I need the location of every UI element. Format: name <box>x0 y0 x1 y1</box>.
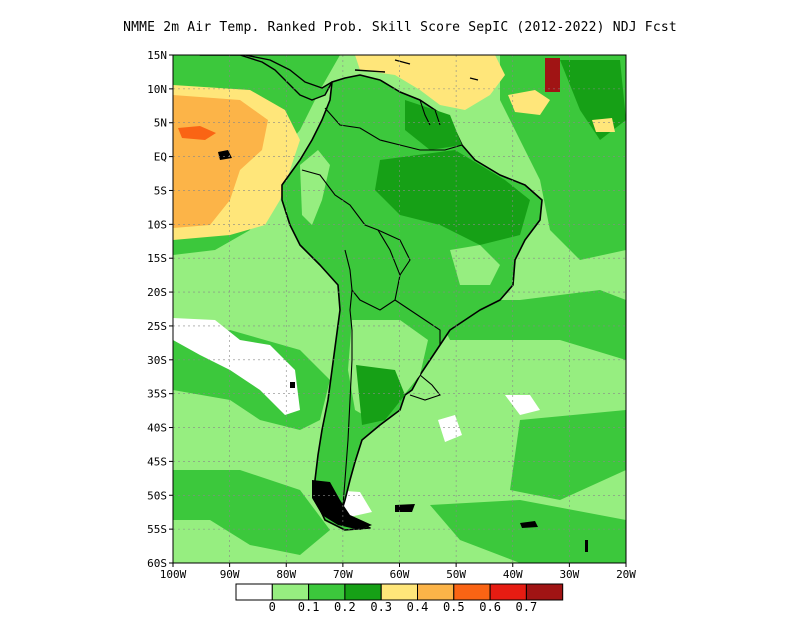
brazil-light-patch <box>450 245 500 285</box>
legend-label: 0.7 <box>516 600 538 614</box>
lon-tick-label: 80W <box>276 568 296 581</box>
lat-tick-label: 55S <box>147 523 167 536</box>
lat-tick-label: 15N <box>147 49 167 62</box>
legend-swatch <box>235 583 273 601</box>
lat-tick-label: 35S <box>147 388 167 401</box>
caribbean-islands <box>354 59 479 81</box>
lon-tick-label: 50W <box>446 568 466 581</box>
lon-tick-label: 90W <box>220 568 240 581</box>
legend-swatch <box>271 583 310 601</box>
legend-swatch <box>308 583 346 601</box>
latitude-axis: 15N 10N 5N EQ 5S 10S 15S 20S 25S 30S 35S 40S 45S 50S 5… <box>147 49 173 570</box>
legend-label: 0.1 <box>298 600 320 614</box>
lat-tick-label: 5N <box>154 117 167 130</box>
lat-tick-label: 10N <box>147 83 167 96</box>
andes-light-region <box>300 150 330 225</box>
legend-label: 0.6 <box>479 600 501 614</box>
lat-tick-label: 10S <box>147 218 167 231</box>
lon-tick-label: 40W <box>503 568 523 581</box>
falkland-islands <box>395 504 415 512</box>
pacific-white-patch <box>173 318 300 415</box>
lat-tick-label: 20S <box>147 286 167 299</box>
atlantic-yellow-patch-1 <box>508 90 550 115</box>
lon-tick-label: 20W <box>616 568 636 581</box>
legend-label: 0.5 <box>443 600 465 614</box>
atlantic-yellow-patch-2 <box>592 118 615 132</box>
legend-label: 0.4 <box>407 600 429 614</box>
map-title: NMME 2m Air Temp. Ranked Prob. Skill Sco… <box>123 20 677 35</box>
lon-tick-label: 30W <box>559 568 579 581</box>
legend-swatch <box>344 583 382 601</box>
lon-tick-label: 100W <box>160 568 187 581</box>
legend-swatch <box>453 583 491 601</box>
lat-tick-label: 40S <box>147 422 167 435</box>
legend-swatch <box>417 583 455 601</box>
patagonia-dark-region <box>356 365 405 425</box>
galapagos-islands <box>218 150 232 160</box>
lat-tick-label: EQ <box>154 151 167 164</box>
south-georgia-island <box>520 521 538 528</box>
atlantic-south-band <box>510 410 626 500</box>
color-legend: 0 0.1 0.2 0.3 0.4 0.5 0.6 0.7 <box>235 583 564 614</box>
pacific-red-spot <box>178 126 216 140</box>
lat-tick-label: 45S <box>147 455 167 468</box>
atlantic-red-strip <box>545 58 560 92</box>
country-borders <box>301 99 463 506</box>
legend-swatch <box>489 583 527 601</box>
atlantic-far-south-band <box>430 500 626 563</box>
legend-label: 0.3 <box>370 600 392 614</box>
legend-label: 0 <box>269 600 276 614</box>
legend-swatch <box>525 583 564 601</box>
legend-swatch <box>380 583 419 601</box>
amazon-dark-region <box>375 150 530 245</box>
lat-tick-label: 60S <box>147 557 167 570</box>
lon-tick-label: 60W <box>390 568 410 581</box>
map-fill-layer <box>173 55 626 563</box>
tierra-del-fuego <box>312 480 372 530</box>
lon-tick-label: 70W <box>333 568 353 581</box>
gridlines <box>173 55 626 563</box>
south-ocean-band <box>173 470 330 555</box>
lat-tick-label: 15S <box>147 252 167 265</box>
atlantic-white-patch-2 <box>505 395 540 415</box>
longitude-axis: 100W 90W 80W 70W 60W 50W 40W 30W 20W <box>160 563 636 581</box>
guiana-dark-region <box>405 100 462 150</box>
legend-label: 0.2 <box>334 600 356 614</box>
lat-tick-label: 5S <box>154 184 167 197</box>
lat-tick-label: 25S <box>147 320 167 333</box>
lat-tick-label: 30S <box>147 354 167 367</box>
lat-tick-label: 50S <box>147 489 167 502</box>
caribbean-yellow-region <box>355 55 505 110</box>
